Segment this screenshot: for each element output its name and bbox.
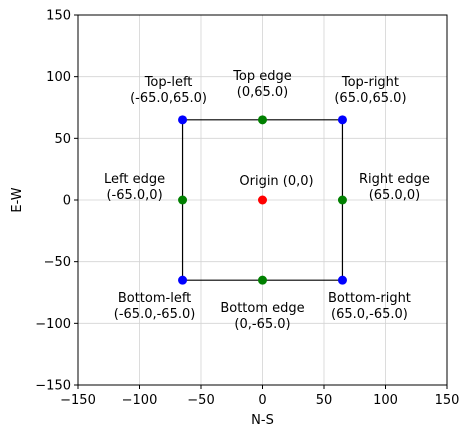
x-axis: −150 −100 −50 0 50 100 150: [60, 385, 459, 408]
annotation-line: (0,65.0): [237, 85, 289, 100]
annotation-line: Right edge: [359, 172, 430, 187]
data-points: [178, 115, 347, 285]
annotation-line: Origin (0,0): [239, 174, 313, 189]
annotation-line: Top-right: [341, 75, 399, 90]
y-axis: −150 −100 −50 0 50 100 150: [35, 9, 78, 394]
annotation-line: Left edge: [104, 172, 165, 187]
annotation-top-edge: Top edge (0,65.0): [232, 69, 292, 100]
x-axis-label: N-S: [251, 413, 274, 428]
x-tick-label: 50: [316, 393, 333, 408]
annotation-line: Bottom edge: [220, 301, 304, 316]
y-tick-label: 150: [46, 9, 71, 24]
point-top-right: [337, 115, 347, 125]
annotation-line: (65.0,-65.0): [331, 307, 408, 322]
point-annotations: Top-left (-65.0,65.0) Top edge (0,65.0) Top-…: [104, 69, 430, 332]
x-tick-label: −50: [187, 393, 214, 408]
annotation-line: (0,-65.0): [234, 317, 290, 332]
x-tick-label: −150: [60, 393, 96, 408]
annotation-line: Bottom-right: [328, 291, 411, 306]
y-axis-label: E-W: [10, 187, 25, 212]
point-bottom-right: [337, 275, 347, 285]
annotation-top-left: Top-left (-65.0,65.0): [130, 75, 207, 106]
annotation-line: (65.0,65.0): [334, 91, 406, 106]
point-origin: [258, 195, 267, 205]
annotation-line: (-65.0,0): [106, 188, 162, 203]
annotation-line: Top edge: [232, 69, 292, 84]
point-top-edge: [258, 115, 267, 125]
y-tick-label: −50: [44, 255, 71, 270]
y-tick-label: −150: [35, 379, 71, 394]
point-bottom-left: [178, 275, 188, 285]
point-right-edge: [337, 195, 347, 205]
annotation-line: Top-left: [144, 75, 193, 90]
y-tick-label: 100: [46, 70, 71, 85]
annotation-bottom-left: Bottom-left (-65.0,-65.0): [114, 291, 196, 322]
x-tick-label: 150: [435, 393, 460, 408]
annotation-line: (-65.0,65.0): [130, 91, 207, 106]
annotation-bottom-edge: Bottom edge (0,-65.0): [220, 301, 304, 332]
point-top-left: [178, 115, 188, 125]
annotation-right-edge: Right edge (65.0,0): [359, 172, 430, 203]
x-tick-label: 0: [258, 393, 266, 408]
annotation-left-edge: Left edge (-65.0,0): [104, 172, 165, 203]
point-left-edge: [178, 195, 188, 205]
y-tick-label: 50: [54, 132, 71, 147]
y-tick-label: −100: [35, 317, 71, 332]
y-tick-label: 0: [63, 194, 71, 209]
point-bottom-edge: [258, 275, 267, 285]
annotation-line: (65.0,0): [369, 188, 421, 203]
annotation-origin: Origin (0,0): [239, 174, 313, 189]
annotation-bottom-right: Bottom-right (65.0,-65.0): [328, 291, 411, 322]
annotation-line: (-65.0,-65.0): [114, 307, 196, 322]
annotation-line: Bottom-left: [118, 291, 191, 306]
x-tick-label: −100: [122, 393, 158, 408]
annotation-top-right: Top-right (65.0,65.0): [334, 75, 406, 106]
x-tick-label: 100: [373, 393, 398, 408]
